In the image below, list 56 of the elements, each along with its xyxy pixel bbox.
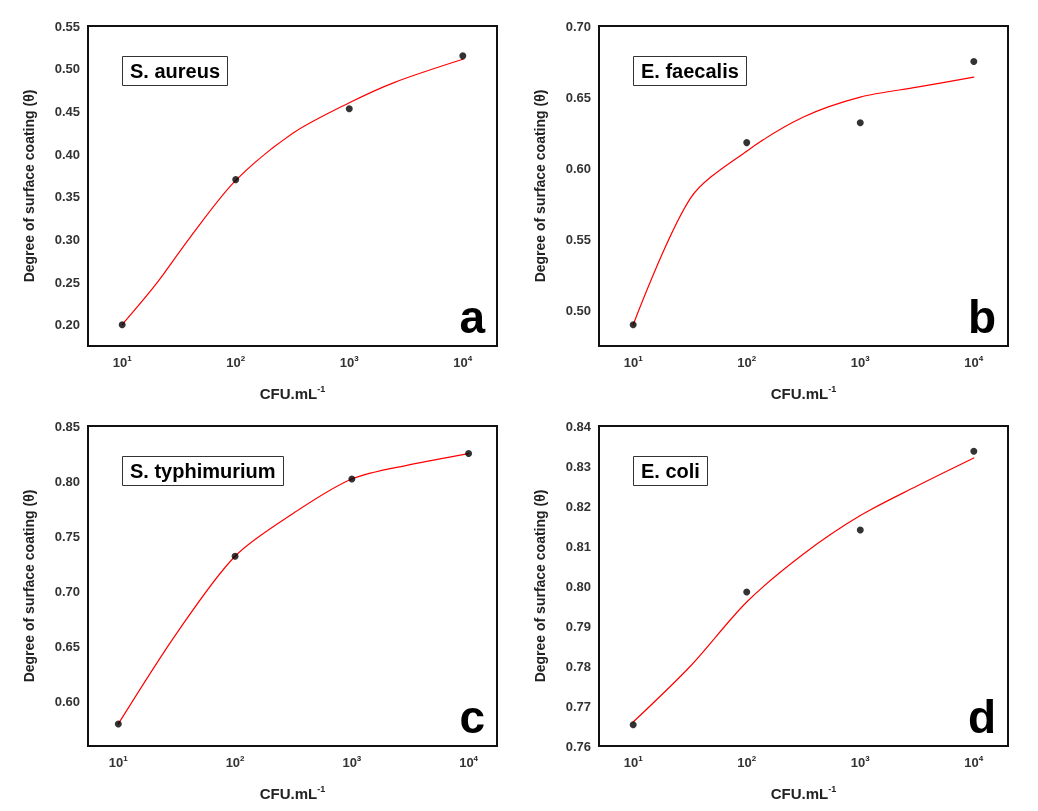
point — [345, 105, 353, 113]
point — [743, 139, 751, 147]
y-tick-label: 0.30 — [54, 231, 80, 247]
point — [743, 588, 751, 596]
y-axis-title: Degree of surface coating (θ) — [21, 89, 37, 283]
point — [232, 176, 240, 184]
point — [459, 52, 467, 60]
point — [856, 526, 864, 534]
y-axis-title: Degree of surface coating (θ) — [532, 489, 548, 683]
text: E. faecalis — [641, 60, 739, 82]
y-tick-label: 0.82 — [565, 498, 591, 514]
y-tick-label: 0.76 — [565, 738, 591, 754]
point — [465, 450, 473, 458]
y-tick-label: 0.77 — [565, 698, 591, 714]
y-tick-label: 0.35 — [54, 189, 80, 205]
y-tick-label: 0.80 — [565, 578, 591, 594]
y-tick-label: 0.50 — [565, 302, 591, 318]
y-tick-label: 0.70 — [54, 584, 80, 600]
y-tick-label: 0.70 — [565, 18, 591, 34]
point — [629, 721, 637, 729]
point — [970, 447, 978, 455]
y-tick-label: 0.55 — [565, 231, 591, 247]
point — [629, 321, 637, 329]
annotation: b — [967, 291, 997, 343]
y-tick-label: 0.20 — [54, 317, 80, 333]
point — [118, 321, 126, 329]
point — [114, 720, 122, 728]
y-axis-title: Degree of surface coating (θ) — [21, 489, 37, 683]
y-tick-label: 0.75 — [54, 528, 80, 544]
y-tick-label: 0.81 — [565, 538, 591, 554]
y-tick-label: 0.78 — [565, 658, 591, 674]
text: E. coli — [641, 460, 700, 482]
annotation: d — [967, 691, 997, 743]
y-tick-label: 0.50 — [54, 61, 80, 77]
point — [231, 552, 239, 560]
text: S. aureus — [130, 60, 221, 82]
y-tick-label: 0.80 — [54, 473, 80, 489]
point — [970, 58, 978, 66]
y-axis-title: Degree of surface coating (θ) — [532, 89, 548, 283]
annotation: a — [459, 291, 486, 343]
y-tick-label: 0.55 — [54, 18, 80, 34]
y-tick-label: 0.83 — [565, 458, 591, 474]
y-tick-label: 0.40 — [54, 146, 80, 162]
point — [348, 475, 356, 483]
y-tick-label: 0.65 — [54, 639, 80, 655]
y-tick-label: 0.45 — [54, 103, 80, 119]
y-tick-label: 0.60 — [54, 694, 80, 710]
text: S. typhimurium — [130, 460, 276, 482]
y-tick-label: 0.79 — [565, 618, 591, 634]
y-tick-label: 0.60 — [565, 160, 591, 176]
y-tick-label: 0.25 — [54, 274, 80, 290]
point — [856, 119, 864, 127]
y-tick-label: 0.65 — [565, 89, 591, 105]
y-tick-label: 0.85 — [54, 418, 80, 434]
annotation: c — [459, 691, 486, 743]
y-tick-label: 0.84 — [565, 418, 592, 434]
